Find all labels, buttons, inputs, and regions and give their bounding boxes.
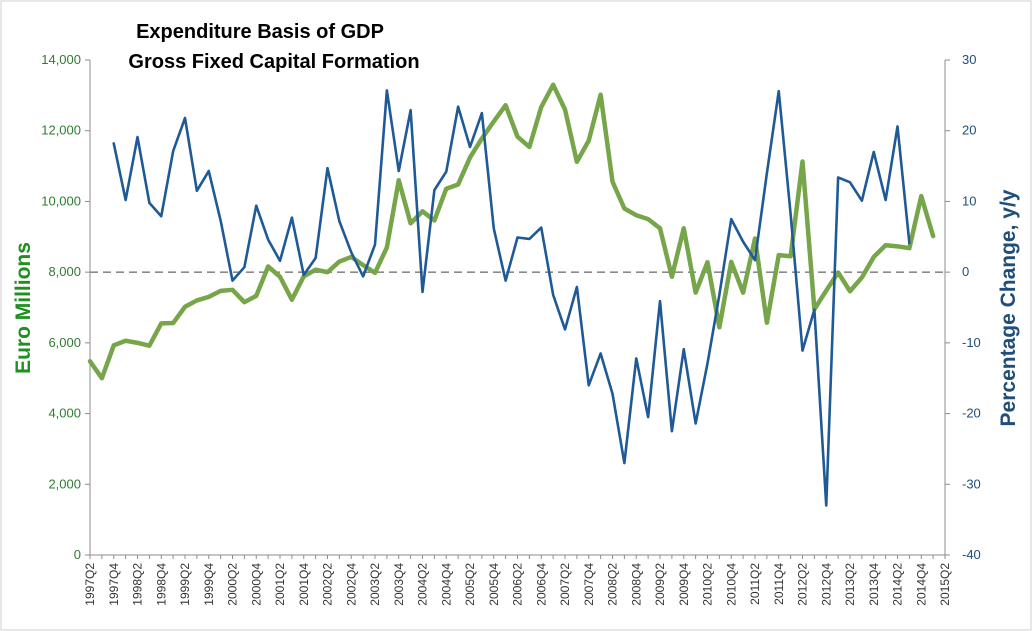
chart-title: Expenditure Basis of GDP <box>136 21 384 43</box>
y-right-tick-label: 0 <box>962 264 969 279</box>
y-left-tick-label: 2,000 <box>48 476 81 491</box>
x-tick-label: 2000Q2 <box>226 563 240 606</box>
y-right-tick-label: -10 <box>962 335 981 350</box>
x-tick-label: 1998Q4 <box>154 563 168 606</box>
x-tick-label: 2002Q2 <box>321 563 335 606</box>
x-tick-label: 2012Q2 <box>796 563 810 606</box>
x-tick-label: 2005Q2 <box>463 563 477 606</box>
x-tick-label: 2009Q2 <box>653 563 667 606</box>
y-right-tick-label: 10 <box>962 193 976 208</box>
x-tick-label: 2011Q2 <box>748 563 762 605</box>
x-tick-label: 2011Q4 <box>772 563 786 605</box>
x-tick-label: 2003Q4 <box>392 563 406 606</box>
x-tick-label: 2001Q2 <box>273 563 287 606</box>
x-tick-label: 1997Q4 <box>107 563 121 606</box>
series-line-percentage-change <box>112 89 911 507</box>
y-left-tick-label: 12,000 <box>41 123 81 138</box>
x-tick-label: 2002Q4 <box>344 563 358 606</box>
x-tick-label: 2006Q2 <box>511 563 525 606</box>
x-tick-label: 1997Q2 <box>83 563 97 606</box>
x-tick-label: 2008Q2 <box>606 563 620 606</box>
y-right-tick-label: -20 <box>962 406 981 421</box>
x-tick-label: 2003Q2 <box>368 563 382 606</box>
y-right-tick-label: 20 <box>962 123 976 138</box>
x-tick-label: 2014Q2 <box>891 563 905 606</box>
y-left-tick-label: 8,000 <box>48 264 81 279</box>
x-tick-label: 2007Q2 <box>558 563 572 606</box>
x-tick-label: 2006Q4 <box>534 563 548 606</box>
x-tick-label: 2012Q4 <box>819 563 833 606</box>
x-tick-label: 1998Q2 <box>131 563 145 606</box>
x-tick-label: 2004Q2 <box>416 563 430 606</box>
x-tick-label: 2008Q4 <box>629 563 643 606</box>
y-left-tick-label: 4,000 <box>48 406 81 421</box>
x-tick-label: 2010Q2 <box>701 563 715 606</box>
x-tick-label: 2010Q4 <box>724 563 738 606</box>
y-right-tick-label: -30 <box>962 476 981 491</box>
x-tick-label: 2004Q4 <box>439 563 453 606</box>
y-left-tick-label: 6,000 <box>48 335 81 350</box>
x-tick-label: 2000Q4 <box>249 563 263 606</box>
chart-subtitle: Gross Fixed Capital Formation <box>128 51 419 73</box>
x-tick-label: 2009Q4 <box>677 563 691 606</box>
y-right-tick-label: 30 <box>962 52 976 67</box>
x-tick-label: 2007Q4 <box>582 563 596 606</box>
x-tick-label: 1999Q4 <box>202 563 216 606</box>
y-axis-right-title: Percentage Change, y/y <box>997 189 1020 426</box>
y-left-tick-label: 14,000 <box>41 52 81 67</box>
x-tick-label: 2014Q4 <box>914 563 928 606</box>
x-tick-label: 1999Q2 <box>178 563 192 606</box>
y-left-tick-label: 0 <box>74 547 81 562</box>
x-tick-label: 2015Q2 <box>938 563 952 606</box>
x-tick-label: 2013Q4 <box>867 563 881 606</box>
x-tick-label: 2013Q2 <box>843 563 857 606</box>
x-tick-label: 2005Q4 <box>487 563 501 606</box>
y-left-tick-label: 10,000 <box>41 193 81 208</box>
x-tick-label: 2001Q4 <box>297 563 311 606</box>
y-axis-left-title: Euro Millions <box>12 242 35 374</box>
y-right-tick-label: -40 <box>962 547 981 562</box>
